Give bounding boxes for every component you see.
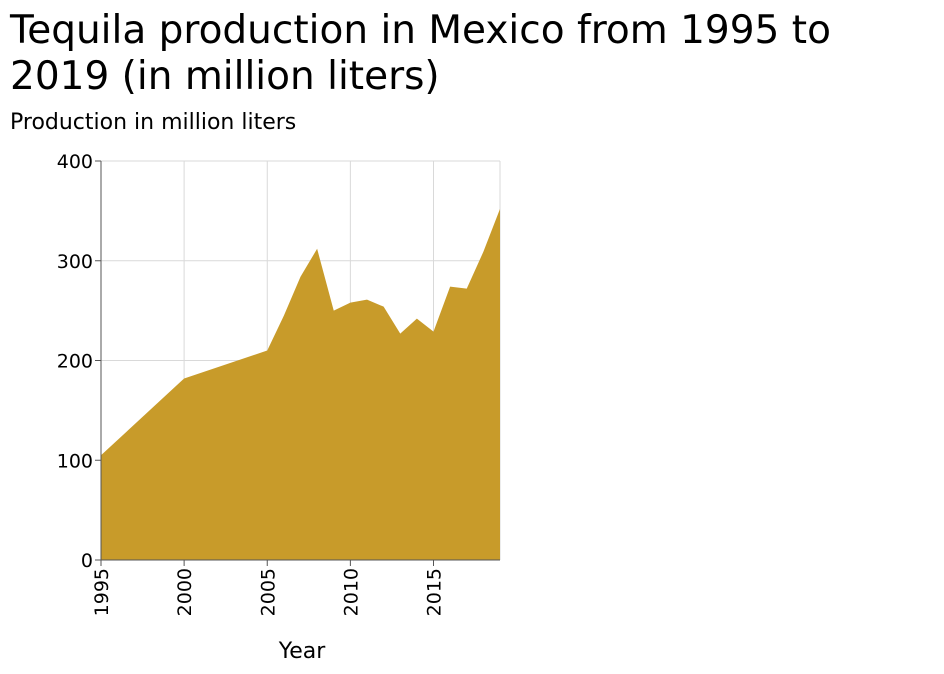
y-axis-label: Production in million liters bbox=[10, 110, 297, 135]
tick-labels: 0 100 200 300 400 1995 2000 2005 2010 2015 bbox=[57, 151, 446, 616]
x-tick-label: 2010 bbox=[340, 568, 362, 616]
axes bbox=[95, 160, 500, 566]
area-fill bbox=[101, 208, 500, 560]
y-tick-label: 0 bbox=[81, 550, 93, 572]
x-axis-label: Year bbox=[278, 639, 327, 664]
x-tick-label: 1995 bbox=[91, 568, 113, 616]
x-tick-label: 2015 bbox=[424, 568, 446, 616]
y-tick-label: 100 bbox=[57, 450, 93, 472]
y-tick-label: 200 bbox=[57, 351, 93, 373]
x-tick-label: 2005 bbox=[257, 568, 279, 616]
area-series bbox=[101, 208, 500, 560]
x-tick-label: 2000 bbox=[174, 568, 196, 616]
y-tick-label: 400 bbox=[57, 151, 93, 173]
chart-title: Tequila production in Mexico from 1995 t… bbox=[10, 8, 831, 99]
y-tick-label: 300 bbox=[57, 251, 93, 273]
